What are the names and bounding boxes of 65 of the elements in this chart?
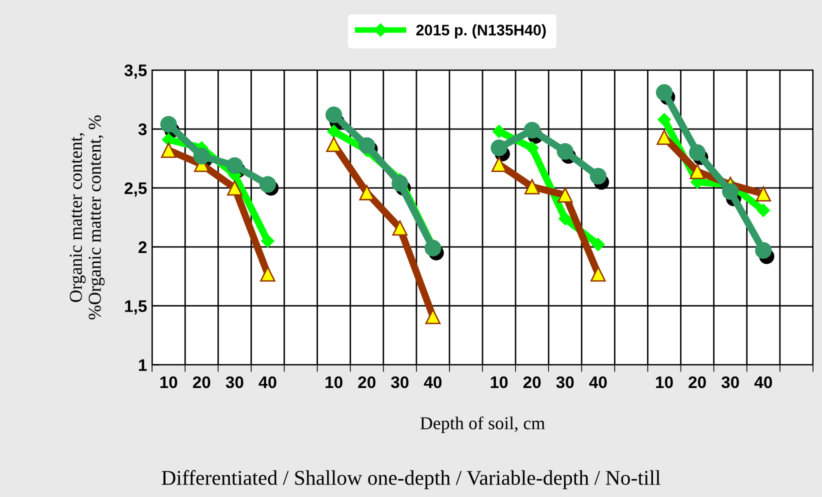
y-tick-label: 1,5 [125, 300, 147, 314]
x-tick-label: 20 [192, 376, 210, 388]
point [358, 137, 376, 154]
point [492, 124, 506, 138]
point [193, 148, 210, 164]
point [658, 113, 671, 126]
x-tick-label: 40 [754, 376, 772, 388]
x-tick-label: 30 [556, 376, 574, 388]
point [556, 143, 574, 160]
point [327, 124, 340, 138]
x-axis-title: Depth of soil, cm [420, 416, 545, 434]
x-tick-label: 40 [258, 376, 276, 388]
point [656, 130, 672, 145]
point [592, 238, 605, 252]
y-tick-label: 3,5 [124, 64, 147, 79]
point [557, 187, 573, 203]
point [525, 141, 539, 154]
point [756, 204, 770, 217]
point [226, 157, 244, 174]
y-tick-label: 1 [138, 359, 147, 371]
point [756, 186, 772, 202]
x-tick-label: 10 [490, 376, 508, 388]
point [160, 142, 176, 158]
point [227, 180, 242, 196]
x-tick-label: 10 [656, 376, 673, 388]
point [524, 179, 540, 194]
x-tick-label: 30 [226, 376, 244, 388]
point [590, 266, 606, 282]
point [260, 266, 276, 282]
x-tick-label: 30 [721, 376, 739, 388]
point [656, 84, 673, 101]
point [688, 144, 706, 161]
point [325, 106, 342, 124]
point [392, 174, 408, 192]
point [524, 122, 540, 139]
point [359, 185, 374, 200]
point [558, 212, 572, 226]
legend-label: 2015 p. (N135H40) [416, 24, 546, 38]
y-tick-label: 3 [138, 123, 147, 136]
point [491, 156, 507, 172]
point [162, 133, 176, 146]
x-tick-label: 20 [523, 376, 541, 388]
x-tick-label: 40 [424, 376, 442, 388]
y-tick-label: 2,5 [124, 182, 147, 197]
point [160, 116, 177, 133]
x-tick-label: 10 [326, 376, 342, 388]
x-tick-label: 10 [160, 376, 178, 388]
y-axis-title: Organic matter content, %Organic matter content, % [70, 115, 105, 320]
text: Differentiated / Shallow one-depth / Variable-depth / No-till [162, 470, 660, 490]
point [590, 168, 607, 185]
point [425, 308, 441, 324]
point [755, 242, 772, 259]
point [326, 136, 342, 152]
point [424, 240, 442, 256]
x-tick-label: 20 [688, 376, 706, 388]
point [722, 183, 739, 200]
point [259, 176, 276, 193]
y-tick-label: 2 [138, 241, 147, 253]
point [261, 234, 274, 248]
x-tick-label: 20 [358, 376, 376, 388]
point [490, 140, 508, 156]
x-tick-label: 40 [589, 376, 607, 388]
point [392, 220, 408, 236]
point [690, 164, 705, 180]
x-tick-label: 30 [391, 376, 408, 388]
